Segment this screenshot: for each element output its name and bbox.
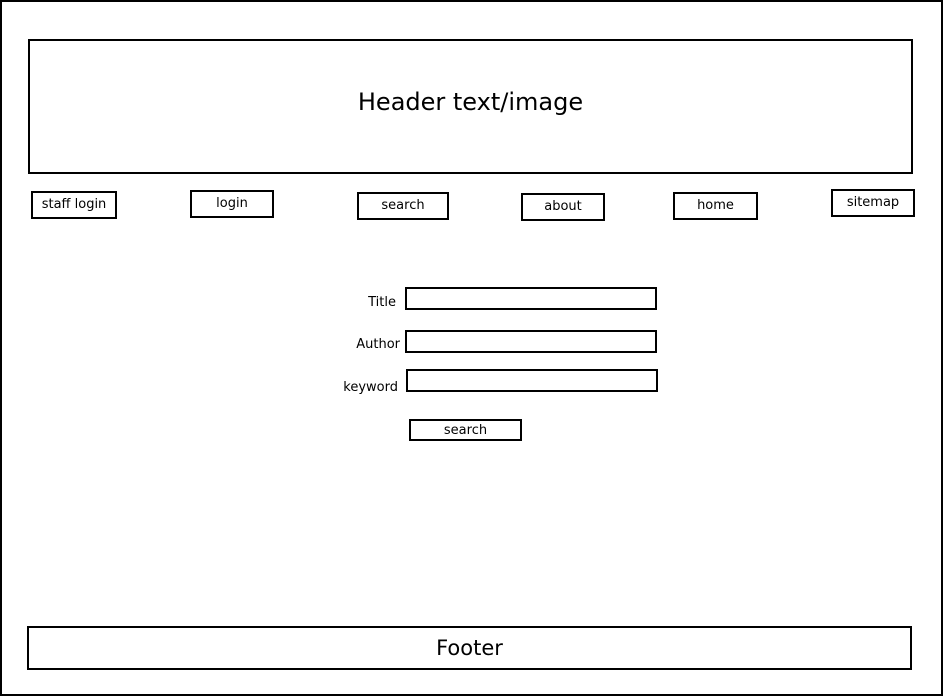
nav-search-button[interactable]: search: [357, 192, 449, 220]
title-input[interactable]: [405, 287, 657, 310]
keyword-label: keyword: [343, 380, 398, 395]
header-banner: Header text/image: [28, 39, 913, 174]
header-text: Header text/image: [357, 87, 584, 116]
nav-about-label: about: [544, 198, 582, 214]
nav-search-label: search: [381, 197, 425, 213]
nav-sitemap-label: sitemap: [846, 194, 900, 210]
nav-staff-login-label: staff login: [41, 196, 107, 212]
author-label: Author: [356, 337, 400, 352]
title-label: Title: [368, 295, 396, 310]
footer-bar: Footer: [27, 626, 912, 670]
search-submit-button[interactable]: search: [409, 419, 522, 441]
footer-text: Footer: [436, 636, 503, 660]
keyword-input[interactable]: [406, 369, 658, 392]
nav-home-label: home: [697, 197, 734, 213]
nav-login-button[interactable]: login: [190, 190, 274, 218]
nav-about-button[interactable]: about: [521, 193, 605, 221]
search-submit-label: search: [443, 422, 488, 438]
nav-home-button[interactable]: home: [673, 192, 758, 220]
nav-sitemap-button[interactable]: sitemap: [831, 189, 915, 217]
nav-staff-login-button[interactable]: staff login: [31, 191, 117, 219]
nav-login-label: login: [216, 195, 248, 211]
author-input[interactable]: [405, 330, 657, 353]
